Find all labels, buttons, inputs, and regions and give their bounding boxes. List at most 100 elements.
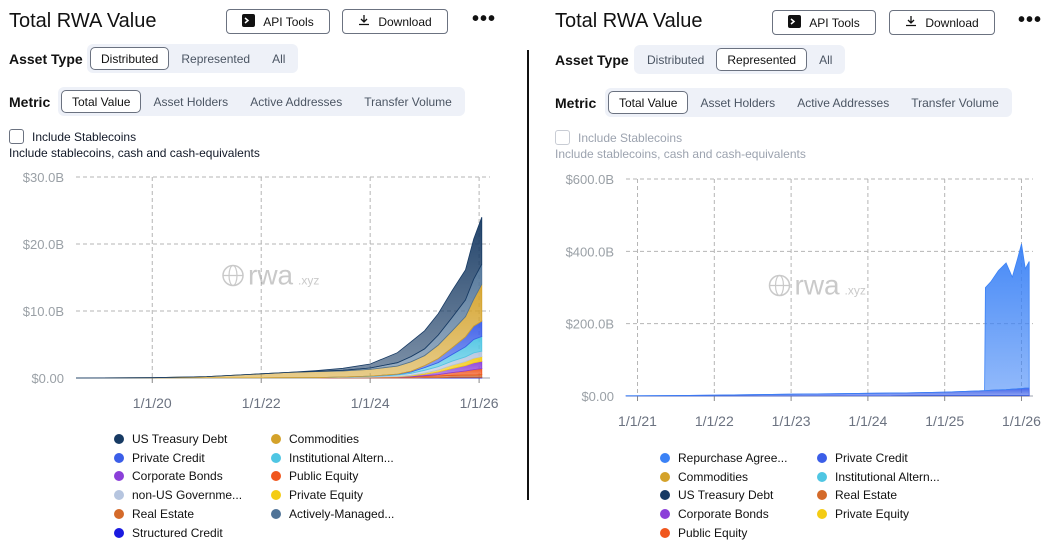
legend-item[interactable]: Public Equity — [660, 526, 747, 540]
y-tick-label: $600.0B — [566, 172, 614, 187]
legend-label: Structured Credit — [132, 525, 223, 540]
panel-divider — [527, 50, 529, 500]
legend-item[interactable]: Private Equity — [817, 507, 909, 521]
legend-item[interactable]: Commodities — [660, 470, 748, 484]
stablecoins-toggle[interactable]: Include Stablecoins — [9, 129, 136, 144]
asset-type-option-distributed[interactable]: Distributed — [647, 52, 705, 67]
legend-item[interactable]: Private Credit — [114, 451, 205, 465]
chart-title: Total RWA Value — [9, 10, 157, 32]
globe-icon — [222, 264, 244, 287]
metric-option-transfer-volume[interactable]: Transfer Volume — [911, 95, 999, 110]
x-tick-label: 1/1/26 — [460, 395, 499, 411]
legend-label: Commodities — [678, 469, 749, 484]
legend-item[interactable]: Private Equity — [271, 488, 363, 502]
api-tools-label: API Tools — [809, 15, 860, 30]
legend-item[interactable]: Structured Credit — [114, 526, 223, 540]
asset-type-label: Asset Type — [9, 51, 83, 67]
area-series-repurchase-agreements[interactable] — [625, 243, 1030, 397]
x-tick-label: 1/1/22 — [242, 395, 281, 411]
legend-item[interactable]: Private Credit — [817, 451, 908, 465]
legend-item[interactable]: Institutional Altern... — [817, 470, 940, 484]
asset-type-selector: Distributed Represented All — [634, 45, 846, 74]
rwa-value-chart-represented: $0.00 $200.0B $400.0B $600.0B 1/1/21 1/1/22 1/… — [566, 172, 1042, 429]
legend-label: Institutional Altern... — [289, 450, 394, 465]
legend-label: Private Credit — [132, 450, 205, 465]
stablecoins-label: Include Stablecoins — [32, 129, 137, 144]
api-tools-button[interactable]: API Tools — [226, 9, 330, 34]
legend-item[interactable]: Public Equity — [271, 469, 358, 483]
metric-option-asset-holders[interactable]: Asset Holders — [153, 94, 229, 109]
watermark-logo: rwa .xyz — [768, 270, 866, 301]
legend-swatch — [114, 527, 124, 538]
stablecoins-toggle: Include Stablecoins — [555, 130, 682, 145]
metric-option-asset-holders[interactable]: Asset Holders — [700, 95, 776, 110]
legend-swatch — [660, 527, 670, 538]
legend-swatch — [114, 434, 124, 444]
more-options-icon[interactable]: ••• — [472, 8, 497, 30]
legend-item[interactable]: non-US Governme... — [114, 488, 242, 502]
legend-item[interactable]: Actively-Managed... — [271, 507, 394, 521]
globe-icon — [768, 274, 791, 297]
x-tick-label: 1/1/24 — [351, 395, 390, 411]
legend-item[interactable]: Commodities — [271, 432, 359, 446]
metric-label: Metric — [9, 94, 51, 110]
asset-type-option-represented[interactable]: Represented — [181, 51, 251, 66]
more-options-icon[interactable]: ••• — [1018, 9, 1043, 31]
area-series-commodities[interactable] — [75, 284, 483, 379]
asset-type-option-distributed[interactable]: Distributed — [90, 47, 170, 70]
x-tick-label: 1/1/25 — [925, 413, 964, 429]
legend-label: Public Equity — [678, 525, 748, 540]
y-tick-label: $20.0B — [23, 237, 64, 252]
legend-item[interactable]: Repurchase Agree... — [660, 451, 787, 465]
legend-swatch — [817, 509, 827, 520]
metric-option-active-addresses[interactable]: Active Addresses — [797, 95, 890, 110]
legend-item[interactable]: Real Estate — [114, 507, 194, 521]
area-series-us-treasury-debt[interactable] — [75, 217, 483, 379]
legend-item[interactable]: Corporate Bonds — [660, 507, 769, 521]
legend-swatch — [271, 490, 281, 501]
legend-label: Public Equity — [289, 469, 359, 484]
legend-item[interactable]: US Treasury Debt — [114, 432, 227, 446]
legend-label: Real Estate — [132, 506, 195, 521]
asset-type-option-all[interactable]: All — [272, 51, 286, 66]
download-label: Download — [378, 14, 432, 29]
x-tick-label: 1/1/23 — [772, 413, 811, 429]
legend-label: Repurchase Agree... — [678, 451, 788, 465]
asset-type-option-represented[interactable]: Represented — [716, 48, 808, 71]
download-button[interactable]: Download — [889, 10, 995, 35]
legend-label: Institutional Altern... — [835, 469, 940, 484]
legend-swatch — [114, 508, 124, 519]
watermark-text: rwa — [795, 270, 841, 301]
right-panel: Total RWA Value API Tools Download ••• A… — [546, 0, 1052, 549]
metric-option-transfer-volume[interactable]: Transfer Volume — [364, 94, 452, 109]
api-tools-button[interactable]: API Tools — [772, 10, 876, 35]
legend-swatch — [817, 490, 827, 501]
legend-swatch — [271, 471, 281, 482]
metric-option-active-addresses[interactable]: Active Addresses — [250, 94, 343, 109]
legend-swatch — [660, 453, 670, 463]
stablecoins-checkbox[interactable] — [9, 129, 24, 144]
legend-swatch — [817, 471, 827, 482]
asset-type-option-all[interactable]: All — [819, 52, 833, 67]
x-tick-label: 1/1/24 — [848, 413, 887, 429]
watermark-logo: rwa .xyz — [222, 260, 319, 291]
terminal-icon — [242, 13, 256, 30]
download-label: Download — [925, 15, 979, 30]
metric-selector: Total Value Asset Holders Active Address… — [605, 88, 1012, 117]
left-panel: Total RWA Value API Tools Download ••• A… — [0, 0, 520, 549]
metric-selector: Total Value Asset Holders Active Address… — [58, 87, 465, 116]
legend-swatch — [660, 471, 670, 482]
metric-option-total-value[interactable]: Total Value — [61, 90, 142, 113]
legend-item[interactable]: US Treasury Debt — [660, 488, 773, 502]
legend-label: Real Estate — [835, 488, 898, 503]
legend-item[interactable]: Corporate Bonds — [114, 469, 223, 483]
area-series-private-credit[interactable] — [625, 387, 1030, 397]
legend-item[interactable]: Institutional Altern... — [271, 451, 394, 465]
metric-option-total-value[interactable]: Total Value — [608, 91, 689, 114]
rwa-value-chart-distributed: $0.00 $10.0B $20.0B $30.0B 1/1/20 1/1/22 1/1/2… — [23, 170, 499, 411]
api-tools-label: API Tools — [263, 14, 314, 29]
legend-label: Commodities — [289, 432, 360, 446]
metric-label: Metric — [555, 95, 597, 111]
legend-item[interactable]: Real Estate — [817, 488, 897, 502]
download-button[interactable]: Download — [342, 9, 448, 34]
